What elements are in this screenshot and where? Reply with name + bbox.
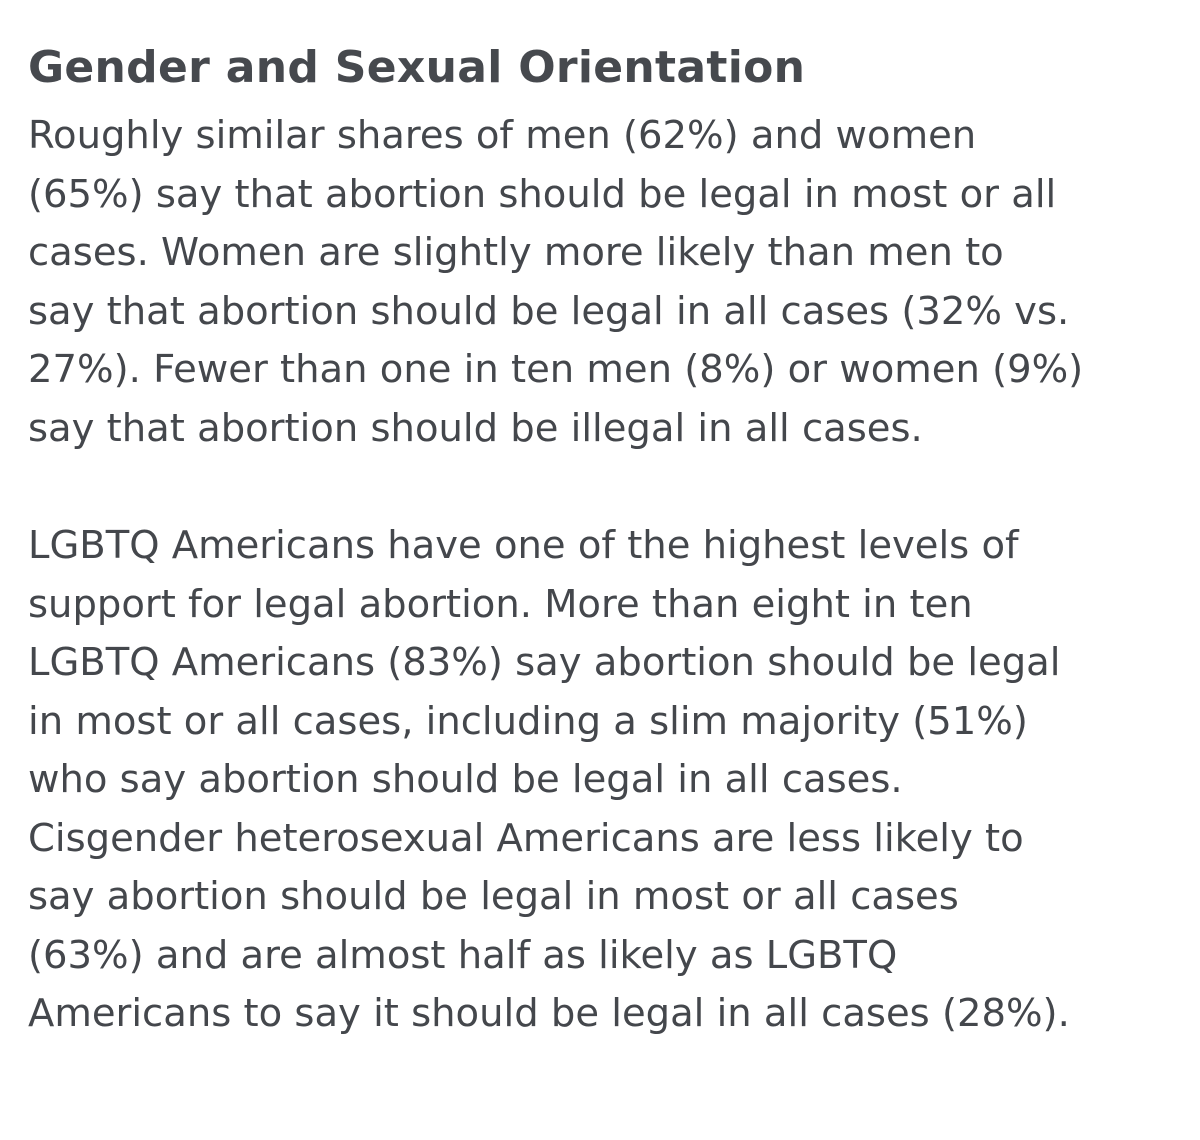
paragraph-gender: Roughly similar shares of men (62%) and … [28,107,1160,458]
text-line: 27%). Fewer than one in ten men (8%) or … [28,347,1084,392]
paragraph-lgbtq: LGBTQ Americans have one of the highest … [28,517,1160,1044]
text-line: say abortion should be legal in most or … [28,874,959,919]
text-line: support for legal abortion. More than ei… [28,581,973,627]
text-line: LGBTQ Americans have one of the highest … [28,523,1019,568]
text-line: Roughly similar shares of men (62%) and … [28,113,977,158]
text-line: (63%) and are almost half as likely as L… [28,932,898,978]
text-line: say that abortion should be illegal in a… [28,405,923,451]
text-line: LGBTQ Americans (83%) say abortion shoul… [28,640,1061,685]
text-line: who say abortion should be legal in all … [28,757,903,802]
text-line: say that abortion should be legal in all… [28,288,1070,334]
text-line: Americans to say it should be legal in a… [28,991,1070,1036]
text-line: Cisgender heterosexual Americans are les… [28,815,1024,861]
text-line: in most or all cases, including a slim m… [28,698,1028,744]
section-heading: Gender and Sexual Orientation [28,42,806,93]
text-line: cases. Women are slightly more likely th… [28,230,1004,275]
text-line: (65%) say that abortion should be legal … [28,171,1057,217]
